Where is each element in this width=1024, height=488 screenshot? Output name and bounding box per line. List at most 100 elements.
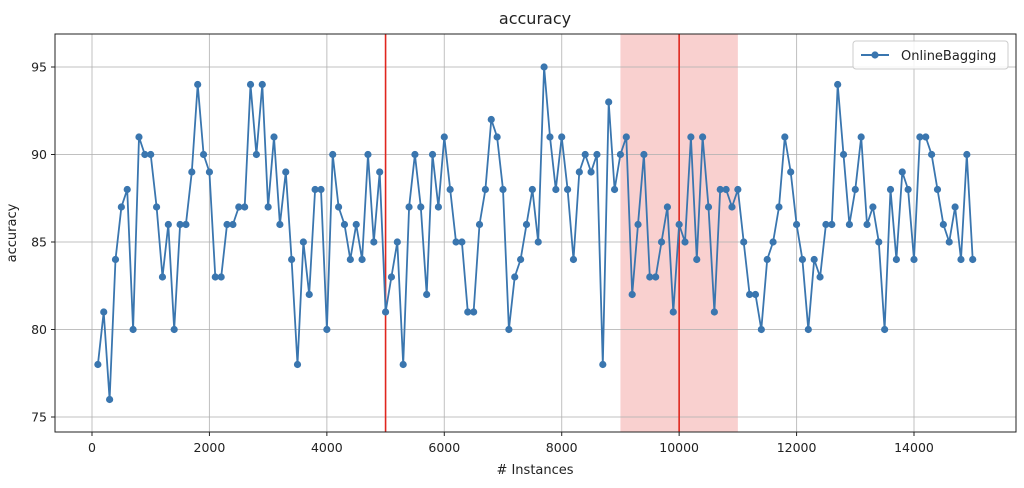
data-point bbox=[123, 185, 131, 194]
data-point bbox=[475, 220, 484, 229]
data-point bbox=[558, 133, 566, 141]
data-point bbox=[229, 220, 237, 229]
data-point bbox=[452, 238, 460, 246]
data-point bbox=[387, 273, 396, 281]
data-point bbox=[892, 255, 900, 264]
data-point bbox=[657, 238, 666, 246]
data-point bbox=[370, 238, 378, 246]
data-point bbox=[464, 308, 472, 316]
chart-title: accuracy bbox=[499, 9, 571, 28]
data-point bbox=[517, 255, 525, 264]
data-point bbox=[94, 360, 102, 369]
data-point bbox=[757, 325, 765, 334]
data-point bbox=[675, 220, 683, 229]
data-point bbox=[528, 185, 536, 194]
data-point bbox=[634, 220, 642, 229]
data-point bbox=[699, 133, 707, 141]
data-point bbox=[646, 273, 654, 281]
data-point bbox=[945, 238, 953, 246]
data-point bbox=[205, 168, 214, 176]
data-point bbox=[663, 203, 672, 211]
data-point bbox=[399, 360, 407, 369]
data-point bbox=[270, 133, 278, 141]
y-tick-label: 85 bbox=[31, 235, 47, 250]
data-point bbox=[323, 325, 331, 334]
data-point bbox=[405, 203, 413, 211]
x-tick-label: 10000 bbox=[659, 440, 699, 455]
data-point bbox=[493, 133, 501, 141]
data-point bbox=[487, 115, 495, 124]
data-point bbox=[352, 220, 360, 229]
data-point bbox=[605, 98, 613, 106]
data-point bbox=[129, 325, 137, 334]
data-point bbox=[652, 273, 660, 281]
data-point bbox=[845, 220, 854, 229]
data-point bbox=[763, 255, 771, 264]
data-point bbox=[194, 80, 202, 89]
data-point bbox=[423, 290, 431, 299]
data-point bbox=[839, 150, 848, 159]
data-point bbox=[458, 238, 466, 246]
data-point bbox=[546, 133, 554, 141]
data-point bbox=[164, 220, 172, 229]
data-point bbox=[540, 63, 548, 71]
data-point bbox=[235, 203, 243, 211]
data-point bbox=[511, 273, 519, 281]
data-point bbox=[111, 255, 120, 264]
data-point bbox=[199, 150, 208, 159]
data-point bbox=[898, 168, 906, 176]
data-point bbox=[393, 238, 401, 246]
data-point bbox=[288, 255, 296, 264]
data-point bbox=[710, 308, 718, 316]
data-point bbox=[628, 290, 636, 299]
data-point bbox=[669, 308, 677, 316]
data-point bbox=[158, 273, 167, 281]
data-point bbox=[569, 255, 578, 264]
data-point bbox=[246, 80, 255, 89]
data-point bbox=[434, 203, 443, 211]
legend: OnlineBagging bbox=[852, 40, 1009, 70]
y-tick-label: 80 bbox=[31, 322, 47, 337]
data-point bbox=[769, 238, 777, 246]
data-point bbox=[681, 238, 689, 246]
data-point bbox=[417, 203, 425, 211]
data-point bbox=[376, 168, 384, 176]
x-tick-label: 2000 bbox=[194, 440, 226, 455]
data-point bbox=[470, 308, 478, 316]
data-point bbox=[781, 133, 789, 141]
data-point bbox=[740, 238, 748, 246]
data-point bbox=[311, 185, 319, 194]
data-point bbox=[693, 255, 701, 264]
data-point bbox=[875, 238, 883, 246]
data-point bbox=[147, 150, 155, 159]
data-point bbox=[857, 133, 865, 141]
data-point bbox=[704, 203, 713, 211]
data-point bbox=[939, 220, 947, 229]
data-point bbox=[264, 203, 272, 211]
data-point bbox=[152, 203, 161, 211]
data-point bbox=[610, 185, 619, 194]
data-point bbox=[957, 255, 965, 264]
data-point bbox=[792, 220, 801, 229]
data-point bbox=[340, 220, 349, 229]
data-point bbox=[775, 203, 783, 211]
y-tick-label: 75 bbox=[31, 410, 47, 425]
data-point bbox=[816, 273, 824, 281]
data-point bbox=[106, 395, 114, 404]
data-point bbox=[188, 168, 196, 176]
data-point bbox=[640, 150, 648, 159]
x-tick-label: 8000 bbox=[546, 440, 578, 455]
data-point bbox=[100, 308, 108, 316]
data-point bbox=[446, 185, 454, 194]
data-point bbox=[252, 150, 260, 159]
data-point bbox=[851, 185, 859, 194]
data-point bbox=[728, 203, 736, 211]
data-point bbox=[346, 255, 354, 264]
data-point bbox=[217, 273, 225, 281]
data-point bbox=[141, 150, 149, 159]
data-point bbox=[305, 290, 313, 299]
data-point bbox=[722, 185, 730, 194]
data-point bbox=[381, 308, 390, 316]
data-point bbox=[928, 150, 936, 159]
